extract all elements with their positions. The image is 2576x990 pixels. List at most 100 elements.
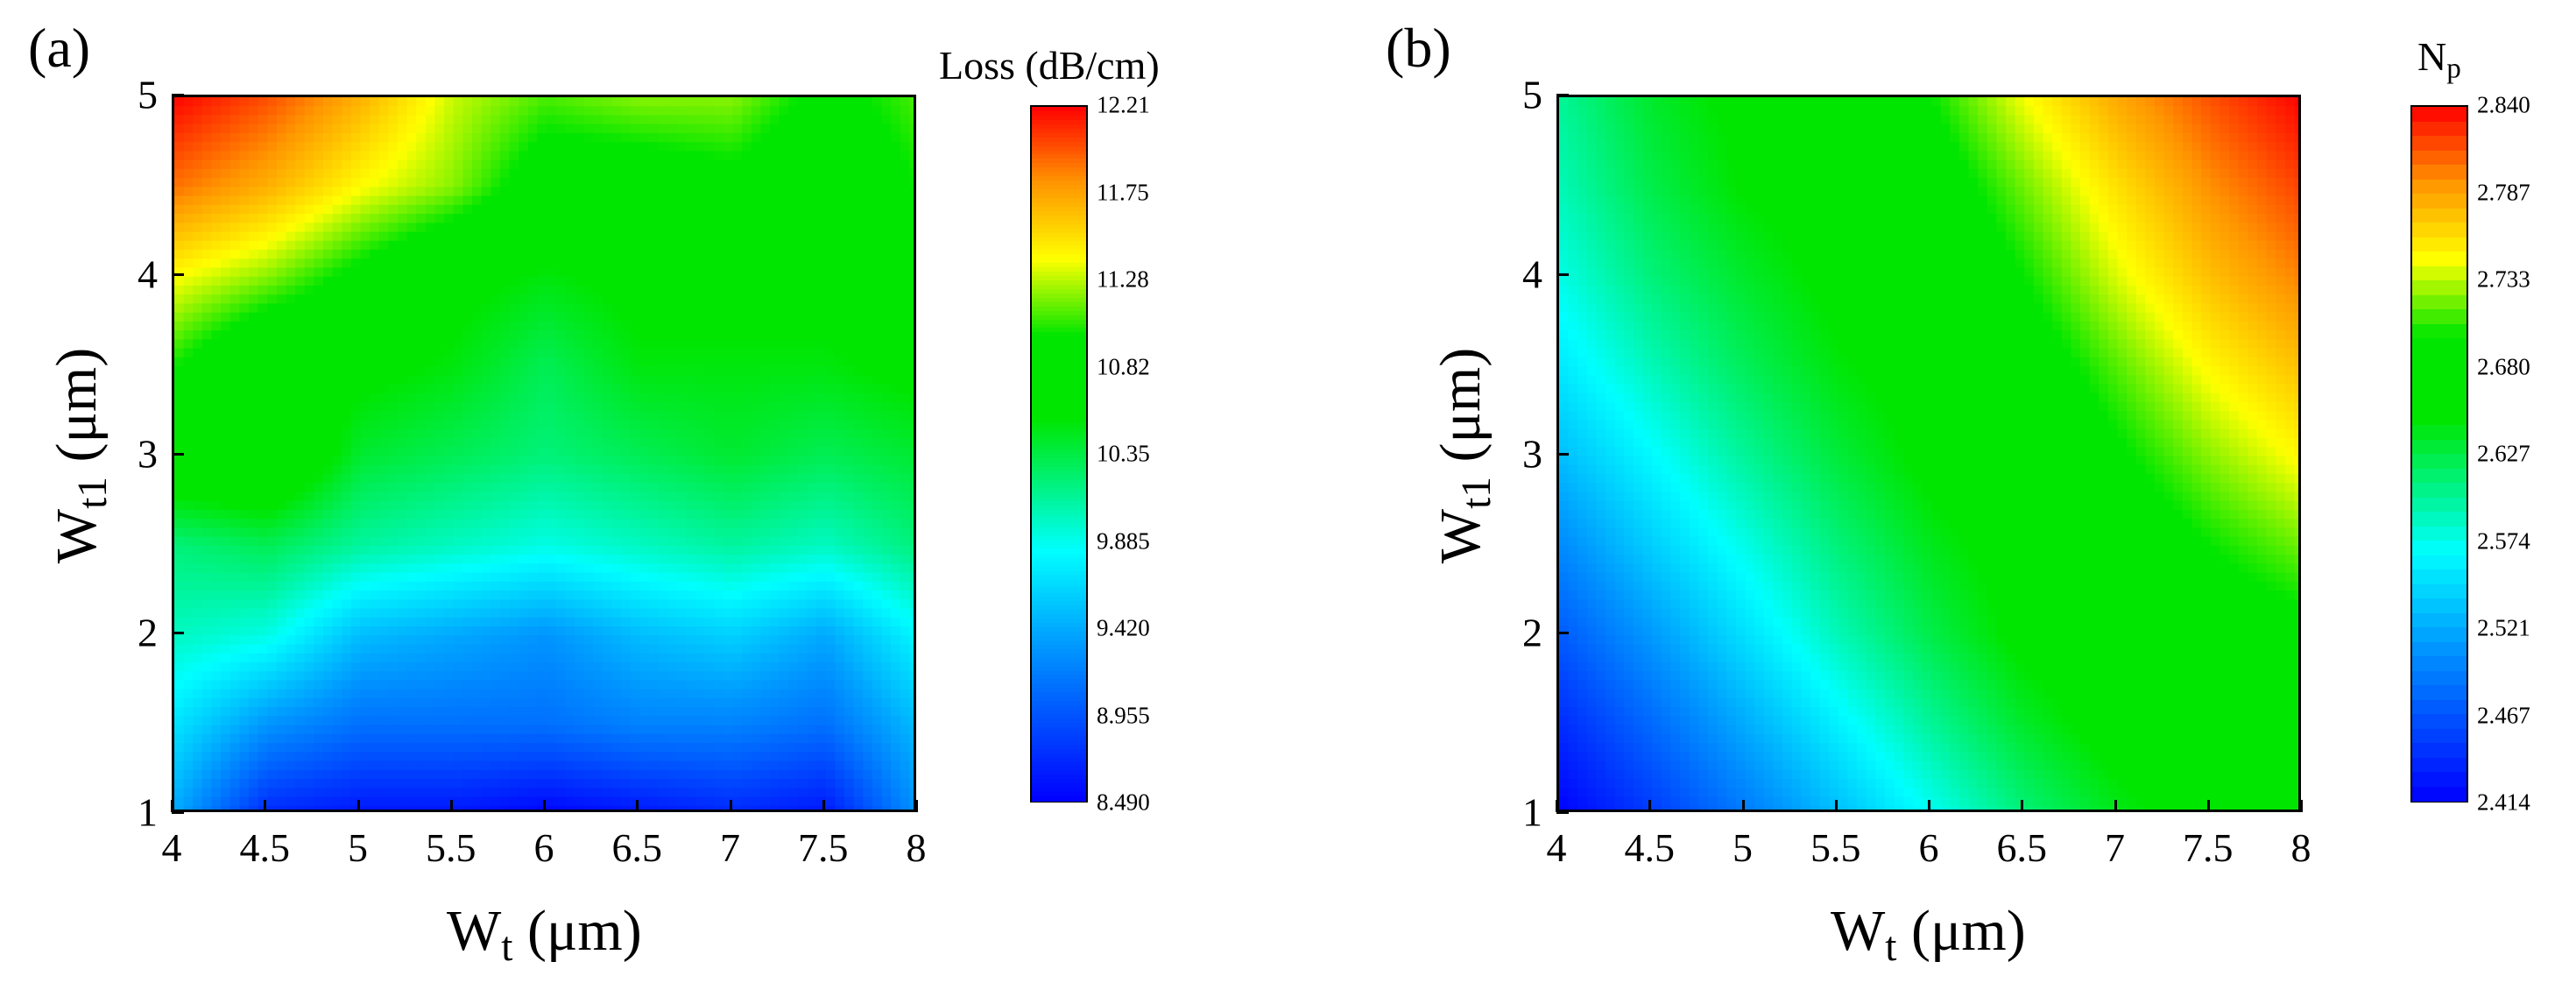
heatmap-cell (881, 231, 892, 242)
heatmap-cell (742, 644, 752, 654)
heatmap-cell (193, 428, 203, 439)
heatmap-cell (872, 384, 883, 394)
heatmap-cell (714, 124, 724, 134)
heatmap-cell (527, 250, 539, 260)
heatmap-cell (239, 285, 250, 296)
heatmap-cell (221, 258, 231, 269)
heatmap-cell (249, 608, 259, 619)
heatmap-cell (872, 483, 883, 493)
heatmap-cell (499, 608, 511, 619)
heatmap-cell (797, 124, 808, 134)
heatmap-cell (472, 653, 483, 663)
heatmap-cell (258, 187, 269, 197)
heatmap-cell (453, 653, 464, 663)
heatmap-cell (499, 392, 511, 403)
heatmap-cell (490, 294, 501, 305)
heatmap-cell (258, 285, 269, 296)
heatmap-cell (872, 267, 883, 278)
heatmap-cell (239, 420, 250, 430)
heatmap-cell (509, 294, 519, 305)
heatmap-cell (593, 392, 603, 403)
heatmap-cell (714, 626, 724, 637)
heatmap-cell (797, 285, 808, 296)
heatmap-cell (444, 572, 455, 583)
heatmap-cell (211, 240, 222, 251)
heatmap-cell (676, 294, 688, 305)
heatmap-cell (360, 124, 371, 134)
heatmap-cell (788, 572, 799, 583)
heatmap-cell (378, 402, 390, 413)
heatmap-cell (444, 536, 455, 547)
heatmap-cell (611, 527, 622, 538)
heatmap-cell (779, 240, 790, 251)
heatmap-cell (797, 348, 808, 358)
heatmap-cell (872, 97, 883, 108)
heatmap-cell (444, 223, 455, 233)
heatmap-cell (342, 402, 352, 413)
heatmap-cell (425, 519, 436, 529)
heatmap-cell (881, 276, 892, 286)
heatmap-cell (583, 384, 594, 394)
heatmap-cell (648, 572, 660, 583)
heatmap-cell (267, 536, 278, 547)
heatmap-cell (825, 392, 836, 403)
heatmap-cell (816, 178, 827, 188)
heatmap-cell (835, 392, 845, 403)
heatmap-cell (258, 500, 269, 511)
heatmap-cell (229, 653, 241, 663)
heatmap-cell (723, 294, 734, 305)
heatmap-cell (547, 357, 557, 367)
heatmap-cell (350, 509, 362, 520)
heatmap-cell (788, 294, 799, 305)
heatmap-cell (509, 303, 519, 314)
heatmap-cell (342, 438, 352, 449)
heatmap-cell (797, 527, 808, 538)
heatmap-cell (900, 536, 911, 547)
heatmap-cell (723, 536, 734, 547)
heatmap-cell (286, 555, 296, 565)
heatmap-cell (314, 204, 324, 215)
heatmap-cell (304, 142, 315, 152)
heatmap-cell (547, 97, 557, 108)
heatmap-cell (891, 366, 901, 377)
heatmap-cell (547, 644, 557, 654)
heatmap-cell (193, 168, 203, 179)
heatmap-cell (499, 159, 511, 170)
heatmap-cell (323, 428, 334, 439)
heatmap-cell (537, 545, 547, 555)
heatmap-cell (648, 644, 660, 654)
heatmap-cell (891, 151, 901, 161)
heatmap-cell (593, 303, 603, 314)
heatmap-cell (742, 545, 752, 555)
heatmap-cell (378, 428, 390, 439)
heatmap-cell (797, 599, 808, 610)
heatmap-cell (239, 519, 250, 529)
heatmap-cell (342, 214, 352, 224)
heatmap-cell (807, 635, 817, 646)
heatmap-cell (258, 312, 269, 322)
heatmap-cell (444, 187, 455, 197)
heatmap-cell (332, 357, 343, 367)
heatmap-cell (900, 294, 911, 305)
heatmap-cell (704, 464, 716, 475)
heatmap-cell (742, 375, 752, 385)
heatmap-cell (314, 231, 324, 242)
heatmap-cell (863, 563, 873, 574)
heatmap-cell (639, 438, 650, 449)
heatmap-cell (547, 626, 557, 637)
heatmap-cell (816, 456, 827, 466)
heatmap-cell (276, 168, 287, 179)
heatmap-cell (183, 195, 194, 206)
heatmap-cell (853, 348, 865, 358)
heatmap-cell (342, 384, 352, 394)
heatmap-cell (770, 312, 780, 322)
heatmap-cell (797, 250, 808, 260)
heatmap-cell (779, 447, 790, 457)
heatmap-cell (295, 555, 306, 565)
heatmap-cell (314, 106, 324, 117)
heatmap-cell (332, 250, 343, 260)
heatmap-cell (676, 428, 688, 439)
heatmap-cell (853, 168, 865, 179)
heatmap-cell (239, 438, 250, 449)
heatmap-cell (547, 214, 557, 224)
